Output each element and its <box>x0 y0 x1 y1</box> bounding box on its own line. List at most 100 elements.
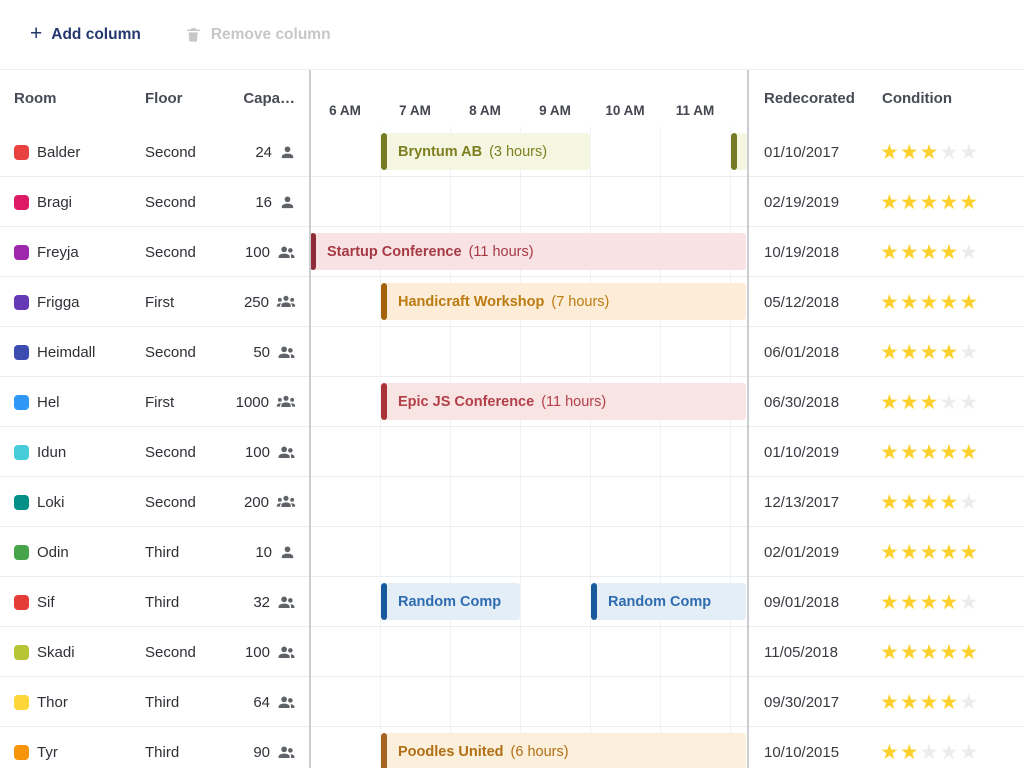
star-empty-icon[interactable]: ★ <box>959 590 979 614</box>
star-filled-icon[interactable]: ★ <box>939 290 959 314</box>
star-filled-icon[interactable]: ★ <box>919 440 939 464</box>
table-row[interactable]: Tyr Third 90 Poodles United (6 hours) 10/… <box>0 727 1024 768</box>
event-bar[interactable] <box>731 133 747 170</box>
star-filled-icon[interactable]: ★ <box>939 340 959 364</box>
star-filled-icon[interactable]: ★ <box>899 390 919 414</box>
star-filled-icon[interactable]: ★ <box>899 340 919 364</box>
star-filled-icon[interactable]: ★ <box>899 740 919 764</box>
timeline-lane[interactable] <box>310 427 748 477</box>
star-filled-icon[interactable]: ★ <box>880 390 899 414</box>
star-filled-icon[interactable]: ★ <box>899 690 919 714</box>
star-empty-icon[interactable]: ★ <box>959 690 979 714</box>
timeline-lane[interactable]: Epic JS Conference (11 hours) <box>310 377 748 427</box>
condition-rating[interactable]: ★ ★ ★ ★ ★ <box>880 327 978 377</box>
timeline-lane[interactable] <box>310 477 748 527</box>
star-filled-icon[interactable]: ★ <box>959 540 979 564</box>
star-filled-icon[interactable]: ★ <box>899 240 919 264</box>
star-filled-icon[interactable]: ★ <box>880 140 899 164</box>
star-filled-icon[interactable]: ★ <box>899 290 919 314</box>
condition-rating[interactable]: ★ ★ ★ ★ ★ <box>880 577 978 627</box>
timeline-lane[interactable] <box>310 677 748 727</box>
star-filled-icon[interactable]: ★ <box>939 240 959 264</box>
star-filled-icon[interactable]: ★ <box>939 590 959 614</box>
star-filled-icon[interactable]: ★ <box>880 290 899 314</box>
table-row[interactable]: Heimdall Second 50 06/01/2018 ★ ★ ★ ★ ★ <box>0 327 1024 377</box>
star-filled-icon[interactable]: ★ <box>899 440 919 464</box>
star-filled-icon[interactable]: ★ <box>880 640 899 664</box>
star-filled-icon[interactable]: ★ <box>939 690 959 714</box>
table-row[interactable]: Sif Third 32 Random Comp Random Comp 09/0… <box>0 577 1024 627</box>
star-empty-icon[interactable]: ★ <box>959 740 979 764</box>
condition-rating[interactable]: ★ ★ ★ ★ ★ <box>880 427 978 477</box>
star-filled-icon[interactable]: ★ <box>919 540 939 564</box>
star-empty-icon[interactable]: ★ <box>939 140 959 164</box>
grid-splitter-left[interactable] <box>309 70 311 768</box>
star-filled-icon[interactable]: ★ <box>899 140 919 164</box>
star-filled-icon[interactable]: ★ <box>880 740 899 764</box>
condition-rating[interactable]: ★ ★ ★ ★ ★ <box>880 477 978 527</box>
condition-rating[interactable]: ★ ★ ★ ★ ★ <box>880 227 978 277</box>
star-filled-icon[interactable]: ★ <box>899 640 919 664</box>
timeline-lane[interactable]: Bryntum AB (3 hours) <box>310 127 748 177</box>
star-filled-icon[interactable]: ★ <box>919 340 939 364</box>
star-empty-icon[interactable]: ★ <box>919 740 939 764</box>
condition-rating[interactable]: ★ ★ ★ ★ ★ <box>880 527 978 577</box>
star-filled-icon[interactable]: ★ <box>939 440 959 464</box>
add-column-button[interactable]: + Add column <box>30 23 141 45</box>
star-filled-icon[interactable]: ★ <box>919 690 939 714</box>
column-header-condition[interactable]: Condition <box>882 89 952 107</box>
column-header-room[interactable]: Room <box>14 89 57 107</box>
timeline-lane[interactable] <box>310 627 748 677</box>
timeline-lane[interactable]: Startup Conference (11 hours) <box>310 227 748 277</box>
event-bar[interactable]: Random Comp <box>381 583 520 620</box>
star-filled-icon[interactable]: ★ <box>919 490 939 514</box>
event-bar[interactable]: Random Comp <box>591 583 746 620</box>
table-row[interactable]: Odin Third 10 02/01/2019 ★ ★ ★ ★ ★ <box>0 527 1024 577</box>
star-empty-icon[interactable]: ★ <box>959 240 979 264</box>
star-empty-icon[interactable]: ★ <box>959 140 979 164</box>
star-filled-icon[interactable]: ★ <box>919 640 939 664</box>
table-row[interactable]: Thor Third 64 09/30/2017 ★ ★ ★ ★ ★ <box>0 677 1024 727</box>
star-filled-icon[interactable]: ★ <box>919 390 939 414</box>
column-header-redecorated[interactable]: Redecorated <box>764 89 855 107</box>
star-filled-icon[interactable]: ★ <box>899 190 919 214</box>
column-header-floor[interactable]: Floor <box>145 89 183 107</box>
remove-column-button[interactable]: Remove column <box>185 26 331 44</box>
condition-rating[interactable]: ★ ★ ★ ★ ★ <box>880 127 978 177</box>
star-filled-icon[interactable]: ★ <box>939 190 959 214</box>
condition-rating[interactable]: ★ ★ ★ ★ ★ <box>880 177 978 227</box>
star-filled-icon[interactable]: ★ <box>959 290 979 314</box>
star-filled-icon[interactable]: ★ <box>919 290 939 314</box>
table-row[interactable]: Idun Second 100 01/10/2019 ★ ★ ★ ★ ★ <box>0 427 1024 477</box>
event-bar[interactable]: Poodles United (6 hours) <box>381 733 746 768</box>
star-filled-icon[interactable]: ★ <box>899 490 919 514</box>
event-bar[interactable]: Handicraft Workshop (7 hours) <box>381 283 746 320</box>
event-bar[interactable]: Startup Conference (11 hours) <box>310 233 746 270</box>
timeline-lane[interactable]: Poodles United (6 hours) <box>310 727 748 768</box>
star-filled-icon[interactable]: ★ <box>959 190 979 214</box>
star-empty-icon[interactable]: ★ <box>939 740 959 764</box>
table-row[interactable]: Freyja Second 100 Startup Conference (11 … <box>0 227 1024 277</box>
table-row[interactable]: Hel First 1000 Epic JS Conference (11 hou… <box>0 377 1024 427</box>
table-row[interactable]: Skadi Second 100 11/05/2018 ★ ★ ★ ★ ★ <box>0 627 1024 677</box>
star-filled-icon[interactable]: ★ <box>899 590 919 614</box>
table-row[interactable]: Balder Second 24 Bryntum AB (3 hours) 01/… <box>0 127 1024 177</box>
timeline-lane[interactable]: Handicraft Workshop (7 hours) <box>310 277 748 327</box>
star-filled-icon[interactable]: ★ <box>880 690 899 714</box>
star-filled-icon[interactable]: ★ <box>880 540 899 564</box>
star-filled-icon[interactable]: ★ <box>880 440 899 464</box>
star-filled-icon[interactable]: ★ <box>919 190 939 214</box>
star-filled-icon[interactable]: ★ <box>959 640 979 664</box>
column-header-capacity[interactable]: Capa… <box>243 89 295 107</box>
star-filled-icon[interactable]: ★ <box>919 240 939 264</box>
condition-rating[interactable]: ★ ★ ★ ★ ★ <box>880 727 978 768</box>
table-row[interactable]: Frigga First 250 Handicraft Workshop (7 h… <box>0 277 1024 327</box>
star-filled-icon[interactable]: ★ <box>880 240 899 264</box>
grid-splitter-right[interactable] <box>747 70 749 768</box>
star-filled-icon[interactable]: ★ <box>959 440 979 464</box>
star-empty-icon[interactable]: ★ <box>959 490 979 514</box>
star-filled-icon[interactable]: ★ <box>919 590 939 614</box>
timeline-lane[interactable]: Random Comp Random Comp <box>310 577 748 627</box>
star-filled-icon[interactable]: ★ <box>939 640 959 664</box>
condition-rating[interactable]: ★ ★ ★ ★ ★ <box>880 277 978 327</box>
